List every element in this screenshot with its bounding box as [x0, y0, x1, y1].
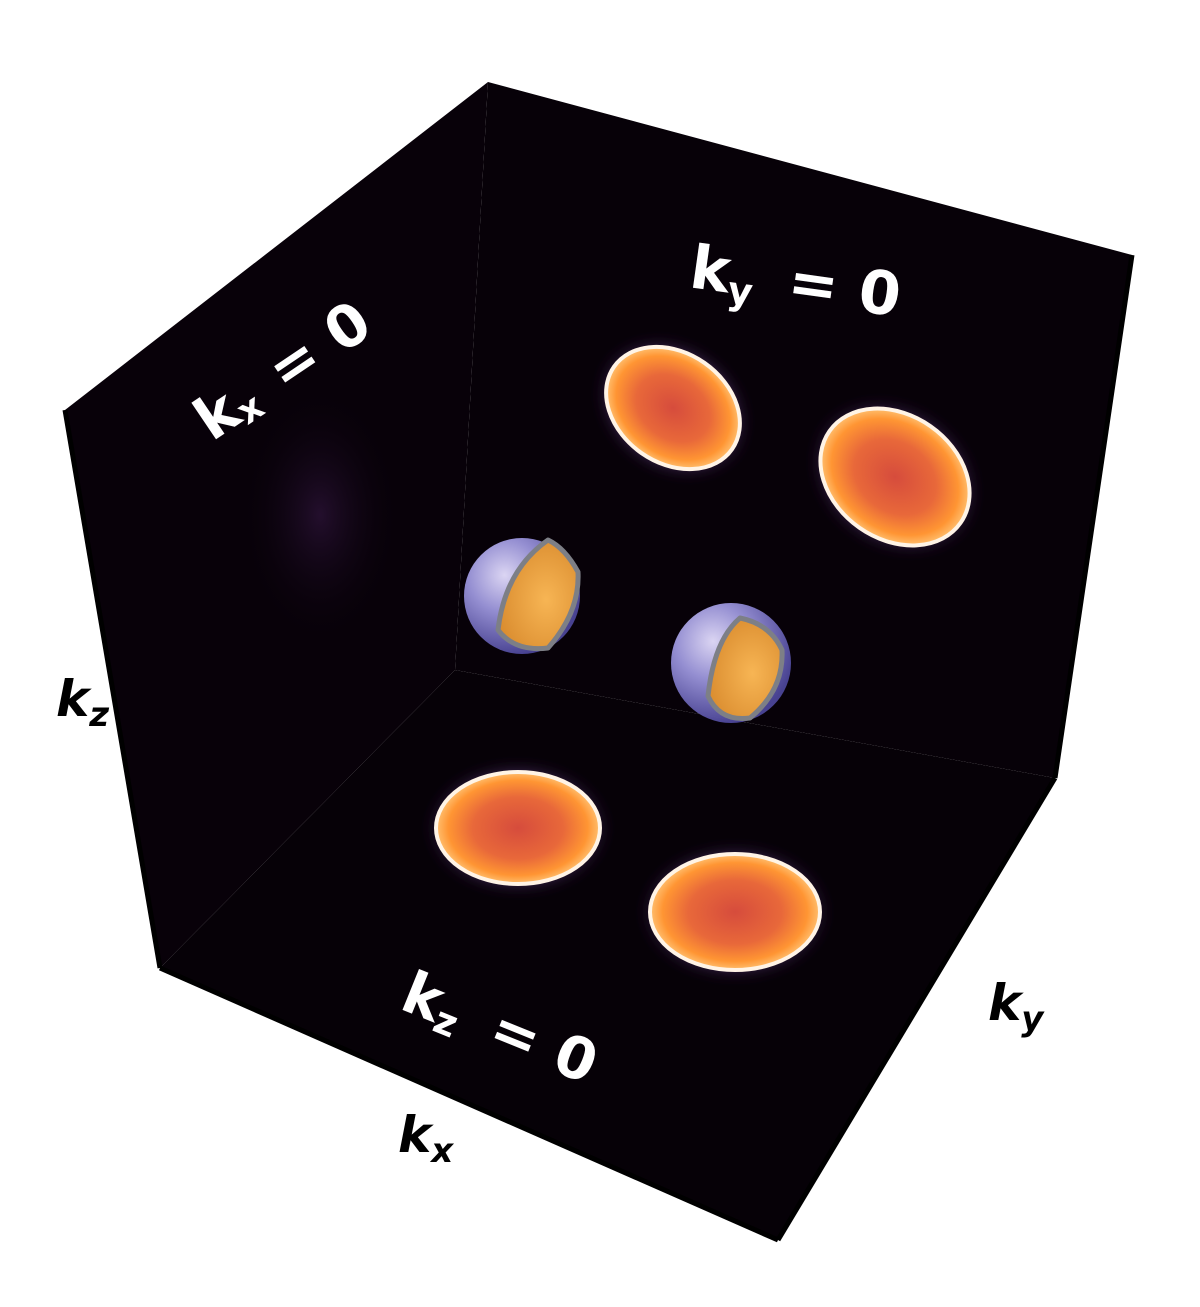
kz-plane-label: kz = 0 — [392, 958, 608, 1100]
ky-plane-disk-right — [810, 398, 980, 556]
kx-plane-faint-glow — [240, 385, 400, 645]
cube-edges — [62, 254, 1135, 1243]
sphere-right — [671, 603, 791, 723]
ky-plane-disk-left — [596, 336, 750, 480]
kx-axis-label: kx — [398, 1106, 454, 1171]
ky-zero-plane — [455, 82, 1132, 778]
kz-zero-plane — [160, 670, 1055, 1240]
kz-plane-disk-right — [640, 844, 830, 980]
kz-plane-disk-left — [426, 762, 610, 894]
ky-axis-label: ky — [988, 974, 1045, 1039]
sphere-left — [464, 537, 581, 654]
kz-axis-label: kz — [56, 670, 109, 735]
